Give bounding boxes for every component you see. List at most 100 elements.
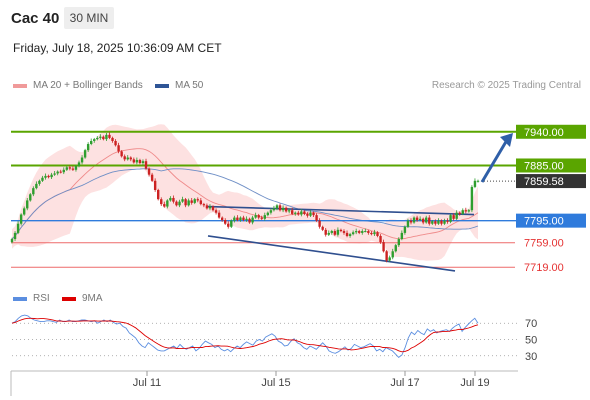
candle-body	[71, 168, 75, 170]
candle-body	[367, 231, 370, 233]
candle-body	[303, 211, 306, 214]
candle-body	[333, 231, 337, 235]
9ma-swatch-icon	[62, 296, 76, 301]
candle	[358, 229, 361, 235]
candle	[16, 221, 20, 235]
candle-body	[327, 232, 330, 235]
candle	[351, 230, 355, 236]
candle-body	[16, 223, 20, 233]
candle-body	[400, 232, 404, 240]
candle-body	[425, 217, 428, 223]
candle-body	[26, 200, 29, 209]
x-tick-label: Jul 15	[261, 377, 290, 389]
candle	[184, 197, 187, 208]
candle-body	[172, 197, 175, 202]
candle	[227, 221, 230, 229]
candle-body	[409, 220, 413, 223]
candle	[284, 206, 288, 213]
candle	[294, 211, 297, 216]
resistance-tag: 7885.00	[516, 158, 586, 173]
candle-body	[108, 134, 111, 138]
candle-body	[211, 206, 215, 211]
candle-body	[351, 232, 355, 235]
candle	[440, 219, 443, 226]
candle	[96, 136, 99, 141]
candle	[44, 173, 47, 180]
candle	[449, 213, 452, 224]
candle	[418, 216, 422, 222]
candle	[287, 208, 291, 214]
candle-body	[239, 217, 242, 221]
candle-body	[132, 159, 136, 163]
candle	[166, 199, 169, 209]
legend-ma50: MA 50	[155, 80, 203, 91]
candle-body	[470, 186, 474, 211]
legend-9ma-label: 9MA	[82, 293, 103, 304]
candle	[443, 218, 446, 225]
candle	[59, 169, 62, 174]
candle-body	[62, 169, 65, 173]
legend-ma20-label: MA 20 + Bollinger Bands	[33, 80, 143, 91]
candle	[83, 148, 87, 159]
candle-body	[214, 210, 218, 213]
candle-body	[281, 207, 285, 211]
rsi-tick-label: 30	[525, 351, 537, 363]
candle-body	[93, 139, 96, 141]
candle	[193, 197, 196, 205]
candle	[169, 196, 172, 202]
candle	[108, 132, 111, 140]
x-tick-label: Jul 17	[390, 377, 419, 389]
candle-body	[446, 220, 449, 222]
candle	[248, 217, 251, 224]
candle-body	[150, 174, 154, 181]
candle-body	[32, 188, 35, 195]
candle-body	[418, 218, 422, 221]
candle	[345, 230, 349, 238]
candle-body	[111, 137, 114, 141]
candle	[291, 207, 294, 216]
candle	[208, 204, 212, 211]
candle-body	[22, 208, 26, 215]
candle-body	[126, 157, 129, 160]
candle	[239, 216, 242, 222]
candle	[315, 213, 318, 222]
support-label: 7759.00	[524, 238, 564, 250]
candle-body	[38, 180, 41, 184]
candle	[163, 201, 166, 208]
candle-body	[202, 204, 206, 206]
candle	[71, 166, 75, 171]
candle	[205, 203, 209, 210]
candle	[321, 225, 324, 232]
candle-body	[144, 161, 148, 169]
pivot-tag: 7795.00	[516, 213, 586, 228]
ma50-swatch-icon	[155, 83, 169, 88]
candle-body	[86, 144, 90, 151]
candle-body	[129, 157, 132, 160]
candle	[425, 215, 428, 224]
candle	[156, 188, 160, 201]
resistance-tag: 7940.00	[516, 124, 586, 139]
timeframe-badge[interactable]: 30 MIN	[64, 7, 114, 29]
resistance-tag-bg	[516, 124, 586, 139]
candle-body	[300, 211, 303, 215]
candle-body	[452, 215, 455, 219]
candle-body	[388, 257, 391, 261]
forecast-arrow-head-icon	[500, 133, 513, 147]
candle-body	[236, 217, 239, 221]
candle-body	[47, 175, 50, 178]
rsi-tick-label: 70	[525, 318, 537, 330]
candle-body	[382, 242, 385, 252]
candle-body	[354, 231, 358, 233]
candle	[266, 211, 270, 217]
candle-body	[114, 140, 117, 146]
candle-body	[257, 215, 260, 218]
candle-body	[208, 206, 212, 209]
candle	[367, 229, 370, 235]
candle-body	[187, 200, 190, 206]
candle	[56, 170, 59, 176]
candle-body	[291, 210, 294, 214]
candle-body	[415, 217, 419, 221]
candle-body	[29, 194, 32, 201]
candle-body	[59, 171, 62, 173]
